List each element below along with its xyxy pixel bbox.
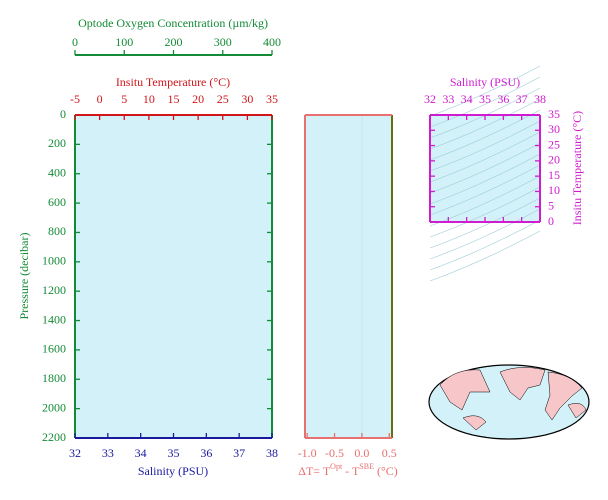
x3-axis-title: Optode Oxygen Concentration (µm/kg) — [78, 16, 268, 30]
tick-label: 10 — [143, 92, 155, 106]
tick-label: 35 — [168, 446, 180, 460]
tick-label: 1800 — [42, 371, 66, 385]
x-axis-title: Salinity (PSU) — [138, 464, 208, 478]
tick-label: 1400 — [42, 312, 66, 326]
tick-label: 800 — [48, 224, 66, 238]
isopycnal — [429, 230, 541, 282]
tick-label: 2000 — [42, 400, 66, 414]
x-axis-title: ΔT= TOpt - TSBE (°C) — [298, 462, 398, 478]
tick-label: 32 — [69, 446, 81, 460]
tick-label: 20 — [192, 92, 204, 106]
x-axis-title-part: - T — [342, 464, 360, 478]
tick-label: 0.5 — [382, 446, 397, 460]
isopycnal — [429, 76, 541, 128]
tick-label: 20 — [548, 153, 560, 167]
land — [462, 415, 487, 431]
tick-label: 38 — [266, 446, 278, 460]
isopycnal — [429, 197, 541, 249]
tick-label: 2200 — [42, 430, 66, 444]
tick-label: 36 — [497, 92, 509, 106]
tick-label: 33 — [442, 92, 454, 106]
tick-label: 38 — [534, 92, 546, 106]
y-axis-title: Insitu Temperature (°C) — [570, 111, 584, 225]
tick-label: 35 — [548, 107, 560, 121]
isopycnal — [429, 153, 541, 205]
x-axis-title-part: (°C) — [374, 464, 398, 478]
tick-label: 36 — [200, 446, 212, 460]
profile-panel — [75, 115, 272, 438]
tick-label: 37 — [516, 92, 528, 106]
isopycnal — [429, 87, 541, 139]
tick-label: 0 — [72, 35, 78, 49]
isopycnal — [429, 120, 541, 172]
tick-label: 1200 — [42, 283, 66, 297]
tick-label: 400 — [48, 165, 66, 179]
x-axis-title-part: SBE — [359, 462, 374, 471]
delta-panel — [305, 115, 392, 438]
tick-label: 30 — [548, 122, 560, 136]
tick-label: 100 — [115, 35, 133, 49]
tick-label: -5 — [70, 92, 80, 106]
tick-label: 5 — [548, 198, 554, 212]
isopycnal — [429, 164, 541, 216]
x-axis-title-part: Opt — [330, 462, 343, 471]
tick-label: -1.0 — [298, 446, 317, 460]
tick-label: 0.0 — [354, 446, 369, 460]
tick-label: 25 — [548, 137, 560, 151]
isopycnal — [429, 186, 541, 238]
tick-label: 15 — [168, 92, 180, 106]
land — [544, 371, 583, 421]
tick-label: 34 — [135, 446, 147, 460]
tick-label: 35 — [479, 92, 491, 106]
chart-title: Salinity (PSU) — [450, 75, 520, 89]
tick-label: 34 — [461, 92, 473, 106]
isopycnal — [429, 131, 541, 183]
tick-label: 25 — [217, 92, 229, 106]
land — [439, 369, 491, 411]
tick-label: 32 — [424, 92, 436, 106]
tick-label: -0.5 — [325, 446, 344, 460]
tick-label: 15 — [548, 168, 560, 182]
y-axis-title: Pressure (decibar) — [17, 233, 31, 320]
isopycnal — [429, 208, 541, 260]
tick-label: 10 — [548, 183, 560, 197]
map — [428, 364, 590, 440]
tick-label: 30 — [241, 92, 253, 106]
tick-label: 200 — [48, 136, 66, 150]
tick-label: 5 — [121, 92, 127, 106]
tick-label: 1600 — [42, 342, 66, 356]
isopycnal — [429, 98, 541, 150]
x2-axis-title: Insitu Temperature (°C) — [116, 75, 230, 89]
x-axis-title-part: ΔT= T — [298, 464, 331, 478]
tick-label: 33 — [102, 446, 114, 460]
tick-label: 200 — [165, 35, 183, 49]
tick-label: 1000 — [42, 254, 66, 268]
isopycnal — [429, 219, 541, 271]
tick-label: 600 — [48, 195, 66, 209]
tick-label: 300 — [214, 35, 232, 49]
isopycnal — [429, 65, 541, 117]
tick-label: 35 — [266, 92, 278, 106]
land — [499, 367, 546, 401]
isopycnal — [429, 109, 541, 161]
land — [567, 403, 587, 419]
isopycnal — [429, 142, 541, 194]
tick-label: 0 — [548, 214, 554, 228]
tick-label: 0 — [60, 107, 66, 121]
ts-panel — [430, 115, 540, 222]
tick-label: 37 — [233, 446, 245, 460]
tick-label: 0 — [97, 92, 103, 106]
tick-label: 400 — [263, 35, 281, 49]
